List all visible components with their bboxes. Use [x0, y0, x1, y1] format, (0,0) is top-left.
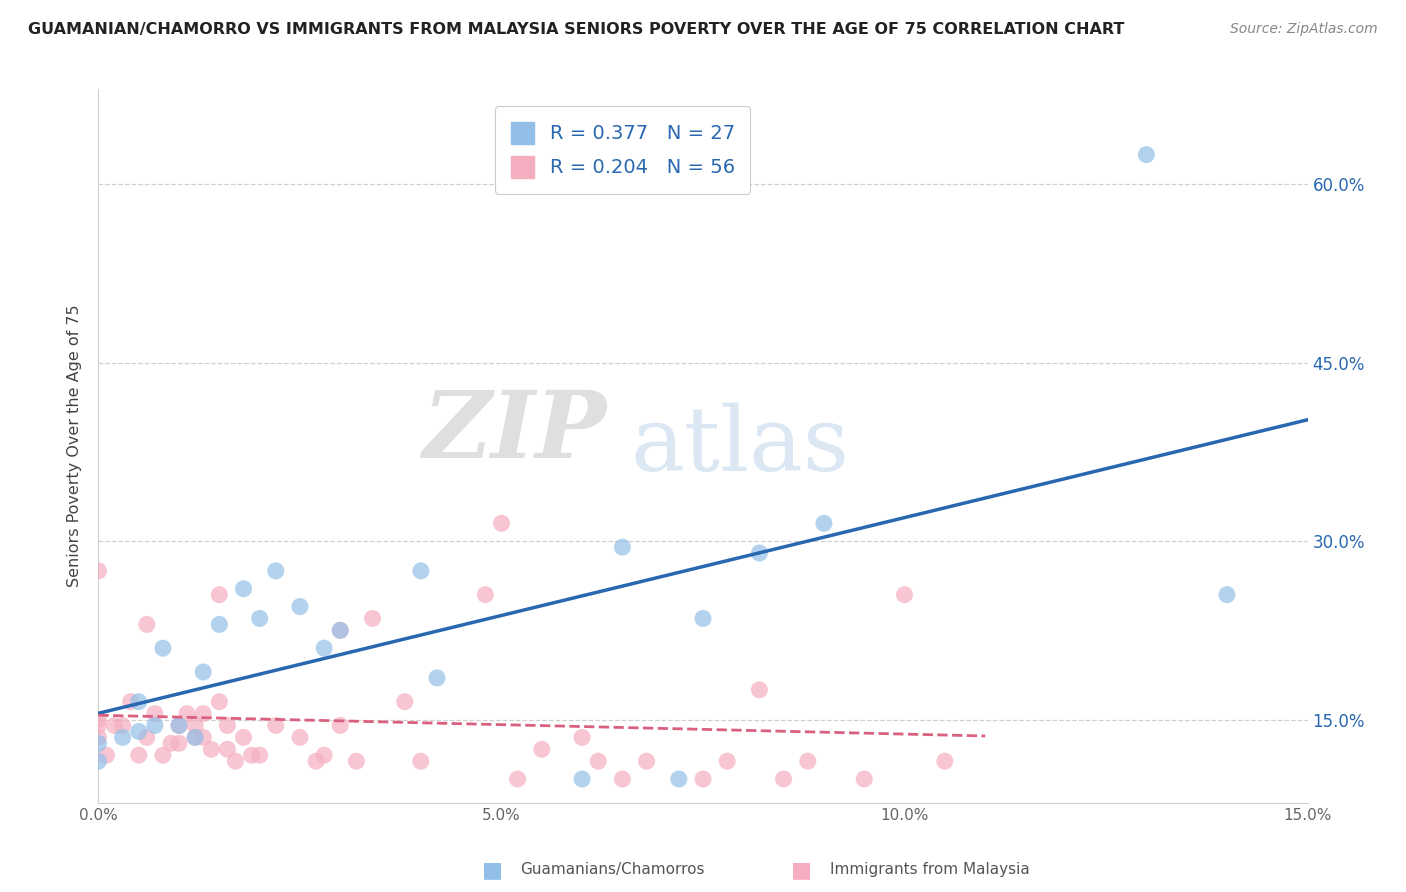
- Point: [288, 599, 311, 614]
- Point: [329, 624, 352, 638]
- Text: atlas: atlas: [630, 402, 849, 490]
- Point: [344, 754, 367, 768]
- Point: [893, 588, 915, 602]
- Text: Guamanians/Chamorros: Guamanians/Chamorros: [520, 863, 704, 877]
- Point: [135, 731, 157, 745]
- Text: Immigrants from Malaysia: Immigrants from Malaysia: [830, 863, 1029, 877]
- Point: [217, 742, 239, 756]
- Point: [87, 754, 110, 768]
- Point: [167, 718, 190, 732]
- Point: [571, 731, 593, 745]
- Text: ■: ■: [482, 860, 502, 880]
- Point: [167, 718, 190, 732]
- Point: [87, 736, 110, 750]
- Point: [692, 772, 714, 786]
- Point: [193, 665, 215, 679]
- Point: [87, 731, 110, 745]
- Point: [409, 754, 432, 768]
- Point: [530, 742, 553, 756]
- Point: [426, 671, 449, 685]
- Point: [152, 641, 174, 656]
- Point: [716, 754, 738, 768]
- Point: [612, 772, 634, 786]
- Point: [506, 772, 529, 786]
- Point: [160, 736, 183, 750]
- Text: ■: ■: [792, 860, 811, 880]
- Point: [586, 754, 609, 768]
- Point: [111, 731, 134, 745]
- Point: [224, 754, 246, 768]
- Point: [636, 754, 658, 768]
- Point: [87, 564, 110, 578]
- Text: ZIP: ZIP: [422, 387, 606, 476]
- Point: [96, 748, 118, 763]
- Point: [176, 706, 198, 721]
- Point: [361, 611, 384, 625]
- Point: [748, 546, 770, 560]
- Point: [813, 516, 835, 531]
- Point: [143, 706, 166, 721]
- Point: [128, 695, 150, 709]
- Point: [184, 718, 207, 732]
- Point: [264, 564, 287, 578]
- Point: [934, 754, 956, 768]
- Point: [1216, 588, 1239, 602]
- Point: [329, 624, 352, 638]
- Point: [748, 682, 770, 697]
- Point: [184, 731, 207, 745]
- Point: [128, 748, 150, 763]
- Point: [208, 588, 231, 602]
- Point: [305, 754, 328, 768]
- Point: [853, 772, 876, 786]
- Point: [208, 695, 231, 709]
- Point: [249, 748, 271, 763]
- Point: [232, 731, 254, 745]
- Text: GUAMANIAN/CHAMORRO VS IMMIGRANTS FROM MALAYSIA SENIORS POVERTY OVER THE AGE OF 7: GUAMANIAN/CHAMORRO VS IMMIGRANTS FROM MA…: [28, 22, 1125, 37]
- Point: [152, 748, 174, 763]
- Point: [329, 718, 352, 732]
- Point: [264, 718, 287, 732]
- Point: [1135, 147, 1157, 161]
- Point: [111, 718, 134, 732]
- Y-axis label: Seniors Poverty Over the Age of 75: Seniors Poverty Over the Age of 75: [67, 305, 83, 587]
- Point: [474, 588, 496, 602]
- Point: [120, 695, 142, 709]
- Text: Source: ZipAtlas.com: Source: ZipAtlas.com: [1230, 22, 1378, 37]
- Point: [571, 772, 593, 786]
- Point: [184, 731, 207, 745]
- Point: [314, 748, 336, 763]
- Point: [193, 731, 215, 745]
- Point: [87, 713, 110, 727]
- Point: [491, 516, 513, 531]
- Legend: R = 0.377   N = 27, R = 0.204   N = 56: R = 0.377 N = 27, R = 0.204 N = 56: [495, 106, 751, 194]
- Point: [135, 617, 157, 632]
- Point: [668, 772, 690, 786]
- Point: [797, 754, 820, 768]
- Point: [288, 731, 311, 745]
- Point: [193, 706, 215, 721]
- Point: [200, 742, 222, 756]
- Point: [240, 748, 263, 763]
- Point: [143, 718, 166, 732]
- Point: [612, 540, 634, 554]
- Point: [208, 617, 231, 632]
- Point: [232, 582, 254, 596]
- Point: [409, 564, 432, 578]
- Point: [314, 641, 336, 656]
- Point: [692, 611, 714, 625]
- Point: [249, 611, 271, 625]
- Point: [103, 718, 125, 732]
- Point: [394, 695, 416, 709]
- Point: [87, 718, 110, 732]
- Point: [772, 772, 794, 786]
- Point: [167, 736, 190, 750]
- Point: [128, 724, 150, 739]
- Point: [217, 718, 239, 732]
